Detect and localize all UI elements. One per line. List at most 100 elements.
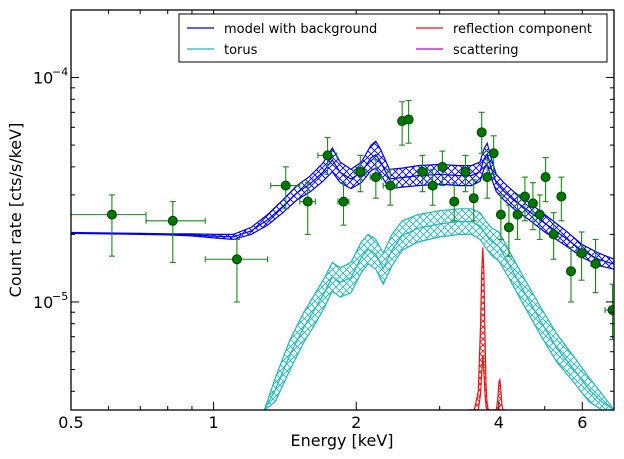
x-tick-label: 4 (494, 413, 504, 432)
y-tick-labels: 10−510−4 (33, 66, 68, 312)
model-lower-line (71, 163, 614, 270)
plot-frame (70, 9, 615, 411)
data-marker (468, 193, 479, 204)
data-point-3 (270, 166, 301, 210)
data-marker (417, 166, 428, 177)
data-marker (607, 305, 614, 316)
reflection-band (468, 247, 507, 410)
data-marker (322, 150, 333, 161)
data-point-1 (145, 201, 206, 263)
data-point-23 (512, 194, 523, 240)
data-point-8 (369, 159, 382, 199)
data-point-14 (437, 150, 448, 187)
data-point-2 (204, 238, 269, 303)
data-marker (566, 266, 577, 277)
data-marker (302, 196, 313, 207)
data-marker (576, 248, 587, 259)
x-tick-label: 1 (209, 413, 219, 432)
model-band (71, 140, 614, 270)
data-marker (167, 215, 178, 226)
data-point-16 (460, 154, 471, 193)
data-point-21 (495, 194, 506, 240)
legend-label-reflection: reflection component (453, 22, 592, 37)
data-point-20 (488, 135, 499, 175)
data-point-17 (468, 179, 479, 222)
data-marker (556, 191, 567, 202)
data-point-11 (403, 99, 414, 144)
legend-box (178, 13, 608, 63)
data-point-29 (556, 176, 567, 222)
data-marker (338, 196, 349, 207)
y-tick-label: 10−5 (33, 290, 68, 312)
model-curves (71, 140, 614, 410)
reflection-lower-line (468, 354, 507, 410)
data-points (71, 99, 614, 341)
data-marker (590, 258, 601, 269)
data-point-27 (540, 157, 551, 203)
data-point-25 (527, 182, 538, 231)
x-tick-label: 2 (351, 413, 361, 432)
data-marker (476, 127, 487, 138)
data-point-30 (566, 246, 577, 303)
data-marker (437, 161, 448, 172)
x-tick-labels: 0.5 1 2 4 6 (58, 413, 587, 432)
legend-label-scattering: scattering (453, 43, 519, 58)
data-point-5 (317, 137, 338, 175)
y-tick-label-exponent: −5 (52, 290, 68, 303)
legend-label-torus: torus (224, 43, 258, 58)
data-point-0 (71, 194, 147, 257)
torus-upper-line (263, 208, 614, 410)
data-marker (512, 209, 523, 220)
data-marker (482, 172, 493, 183)
data-marker (231, 254, 242, 265)
y-axis-title: Count rate [cts/s/keV] (6, 123, 25, 298)
legend-label-model: model with background (224, 22, 377, 37)
data-marker (449, 196, 460, 207)
data-marker (495, 209, 506, 220)
data-point-7 (353, 154, 367, 193)
data-marker (527, 198, 538, 209)
data-point-26 (534, 194, 545, 240)
data-point-31 (576, 231, 587, 281)
data-point-18 (476, 111, 487, 154)
data-marker (488, 148, 499, 159)
data-marker (280, 180, 291, 191)
data-point-24 (519, 176, 530, 222)
model-upper-line (71, 140, 614, 260)
torus-band (263, 208, 614, 410)
data-point-12 (417, 154, 429, 193)
data-marker (106, 209, 117, 220)
data-marker (460, 166, 471, 177)
y-tick-label-base: 10 (33, 293, 53, 312)
data-point-15 (449, 182, 460, 222)
data-point-32 (590, 238, 601, 294)
data-point-28 (548, 212, 559, 260)
data-marker (403, 114, 414, 125)
data-marker (427, 180, 438, 191)
data-marker (355, 166, 366, 177)
y-tick-label-base: 10 (33, 69, 53, 88)
data-marker (548, 229, 559, 240)
y-tick-label-exponent: −4 (52, 66, 68, 79)
data-marker (370, 172, 381, 183)
data-point-9 (382, 168, 398, 206)
data-point-4 (299, 182, 316, 235)
data-point-19 (482, 159, 493, 199)
model-central-line (71, 152, 614, 265)
data-marker (534, 209, 545, 220)
torus-lower-line (264, 233, 614, 410)
data-point-6 (337, 182, 350, 226)
data-point-22 (503, 204, 514, 257)
y-tick-label: 10−4 (33, 66, 68, 88)
x-axis-title: Energy [keV] (290, 431, 393, 450)
data-marker (385, 180, 396, 191)
x-tick-label: 6 (577, 413, 587, 432)
reflection-upper-line (468, 247, 507, 410)
data-marker (503, 222, 514, 233)
data-marker (540, 172, 551, 183)
data-marker (519, 191, 530, 202)
torus-central-line (263, 221, 614, 410)
data-point-13 (427, 168, 438, 206)
x-tick-label: 0.5 (58, 413, 83, 432)
